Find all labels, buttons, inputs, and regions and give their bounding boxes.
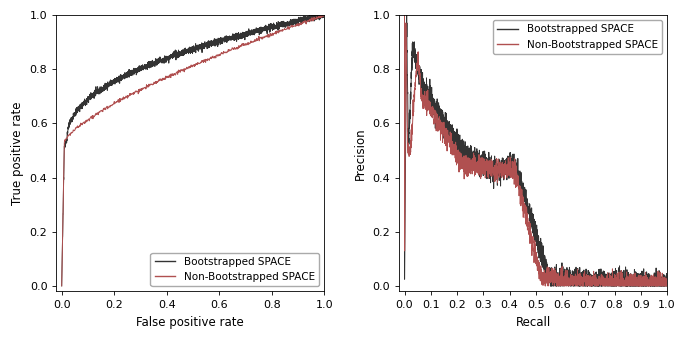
- Bootstrapped SPACE: [170, 53, 178, 57]
- Line: Non-Bootstrapped SPACE: Non-Bootstrapped SPACE: [62, 15, 324, 286]
- Legend: Bootstrapped SPACE, Non-Bootstrapped SPACE: Bootstrapped SPACE, Non-Bootstrapped SPA…: [150, 253, 319, 286]
- Non-Bootstrapped SPACE: [257, 35, 265, 39]
- Non-Bootstrapped SPACE: [225, 47, 233, 51]
- Bootstrapped SPACE: [663, 276, 671, 280]
- Non-Bootstrapped SPACE: [210, 56, 218, 60]
- Y-axis label: Precision: Precision: [354, 127, 367, 180]
- Line: Bootstrapped SPACE: Bootstrapped SPACE: [405, 15, 667, 286]
- Bootstrapped SPACE: [513, 168, 521, 172]
- Non-Bootstrapped SPACE: [663, 284, 671, 288]
- Bootstrapped SPACE: [103, 86, 111, 90]
- Bootstrapped SPACE: [58, 284, 66, 288]
- Non-Bootstrapped SPACE: [528, 245, 537, 249]
- Non-Bootstrapped SPACE: [217, 51, 225, 55]
- Bootstrapped SPACE: [315, 16, 324, 20]
- Bootstrapped SPACE: [525, 211, 533, 216]
- Line: Bootstrapped SPACE: Bootstrapped SPACE: [62, 15, 324, 286]
- Bootstrapped SPACE: [286, 18, 295, 22]
- Bootstrapped SPACE: [592, 275, 600, 279]
- Bootstrapped SPACE: [510, 162, 519, 166]
- Non-Bootstrapped SPACE: [414, 61, 422, 65]
- Non-Bootstrapped SPACE: [317, 13, 326, 17]
- Bootstrapped SPACE: [320, 13, 328, 17]
- Non-Bootstrapped SPACE: [521, 216, 530, 220]
- X-axis label: False positive rate: False positive rate: [137, 316, 245, 329]
- Bootstrapped SPACE: [307, 13, 315, 17]
- Non-Bootstrapped SPACE: [655, 282, 664, 286]
- Bootstrapped SPACE: [546, 284, 554, 288]
- Non-Bootstrapped SPACE: [284, 27, 292, 31]
- Bootstrapped SPACE: [158, 60, 166, 64]
- Bootstrapped SPACE: [642, 284, 650, 288]
- X-axis label: Recall: Recall: [515, 316, 551, 329]
- Non-Bootstrapped SPACE: [607, 282, 616, 286]
- Non-Bootstrapped SPACE: [401, 13, 409, 17]
- Non-Bootstrapped SPACE: [541, 284, 550, 288]
- Line: Non-Bootstrapped SPACE: Non-Bootstrapped SPACE: [405, 15, 667, 286]
- Bootstrapped SPACE: [655, 269, 663, 273]
- Bootstrapped SPACE: [87, 96, 95, 100]
- Legend: Bootstrapped SPACE, Non-Bootstrapped SPACE: Bootstrapped SPACE, Non-Bootstrapped SPA…: [493, 20, 662, 54]
- Non-Bootstrapped SPACE: [58, 284, 66, 288]
- Y-axis label: True positive rate: True positive rate: [11, 101, 24, 205]
- Non-Bootstrapped SPACE: [74, 124, 82, 129]
- Non-Bootstrapped SPACE: [655, 278, 664, 282]
- Bootstrapped SPACE: [401, 13, 409, 17]
- Non-Bootstrapped SPACE: [320, 13, 328, 17]
